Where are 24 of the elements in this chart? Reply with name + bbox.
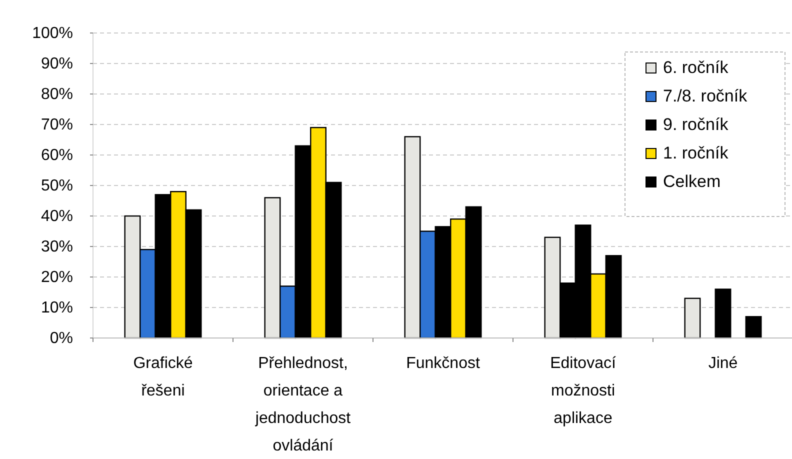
legend-label: 7./8. ročník — [663, 86, 748, 106]
y-tick-label: 20% — [40, 269, 73, 286]
y-tick-label: 70% — [40, 116, 73, 134]
legend-label: 6. ročník — [663, 58, 729, 77]
y-tick-label: 30% — [40, 238, 73, 256]
bar — [684, 298, 701, 339]
legend-label: 9. ročník — [663, 115, 729, 134]
x-tick-label: Funkčnost — [406, 355, 480, 372]
legend-label: Celkem — [663, 172, 721, 191]
y-tick-label: 50% — [40, 178, 73, 195]
y-tick-label: 100% — [32, 25, 73, 42]
y-tick-label: 40% — [40, 208, 73, 226]
x-tick-label: Grafické řešeni — [133, 355, 193, 400]
x-tick-label: Jiné — [708, 355, 738, 372]
y-tick-label: 10% — [40, 300, 73, 317]
x-tick-label: Editovací možnosti aplikace — [550, 355, 616, 427]
y-tick-label: 0% — [50, 330, 73, 348]
y-tick-label: 80% — [40, 86, 73, 104]
x-tick-label: Přehlednost, orientace a jednoduchost ovládání — [254, 355, 352, 454]
y-tick-label: 90% — [40, 56, 73, 73]
bar — [714, 288, 732, 339]
bar — [745, 316, 762, 339]
legend-label: 1. ročník — [663, 144, 729, 162]
y-tick-label: 60% — [40, 147, 73, 164]
